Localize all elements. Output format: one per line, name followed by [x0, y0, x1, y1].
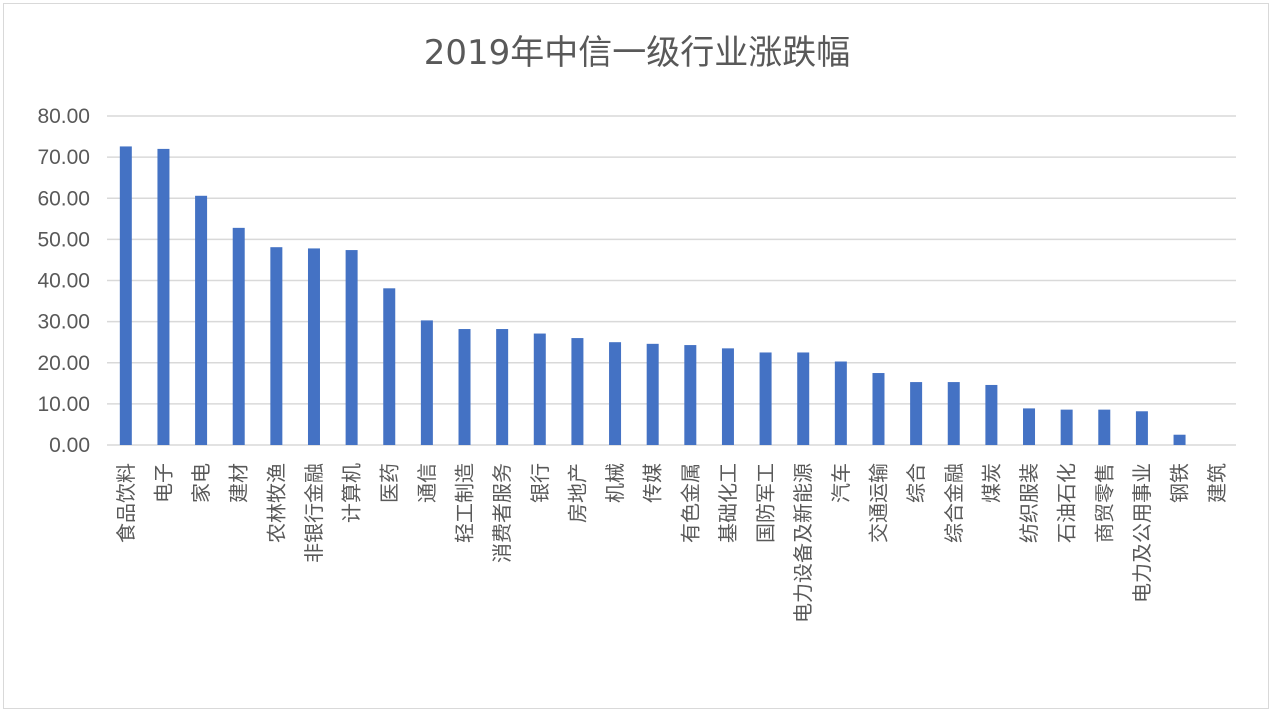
gridlines — [107, 115, 1236, 446]
x-category-label: 食品饮料 — [114, 463, 138, 543]
x-category-label: 交通运输 — [866, 463, 890, 543]
bars — [119, 146, 1186, 445]
bar — [1060, 409, 1073, 445]
x-category-label: 机械 — [603, 463, 627, 503]
y-tick-label: 0.00 — [49, 434, 90, 457]
x-category-label: 通信 — [415, 463, 439, 503]
x-category-label: 家电 — [189, 463, 213, 503]
bar — [1173, 434, 1186, 445]
x-category-label: 房地产 — [565, 463, 589, 523]
bar — [947, 382, 960, 445]
y-tick-label: 20.00 — [37, 352, 90, 375]
x-category-label: 医药 — [377, 463, 401, 503]
bar — [571, 338, 584, 445]
x-category-label: 消费者服务 — [490, 463, 514, 563]
y-tick-label: 40.00 — [37, 270, 90, 293]
x-category-label: 煤炭 — [979, 463, 1003, 503]
bar — [533, 333, 546, 445]
x-category-label: 非银行金融 — [302, 463, 326, 563]
x-category-label: 银行 — [528, 463, 552, 503]
y-tick-label: 30.00 — [37, 311, 90, 334]
x-category-label: 纺织服装 — [1017, 463, 1041, 543]
x-category-label: 轻工制造 — [453, 463, 477, 543]
x-category-label: 有色金属 — [678, 463, 702, 543]
bar — [797, 352, 810, 445]
bar — [609, 342, 622, 445]
x-category-label: 综合 — [904, 463, 928, 503]
y-tick-label: 80.00 — [37, 105, 90, 128]
chart-title: 2019年中信一级行业涨跌幅 — [424, 33, 851, 73]
x-category-label: 汽车 — [829, 463, 853, 503]
x-axis-category-labels: 食品饮料 电子 家电 建材 农林牧渔 非银行金融 计算机 医药 通信 轻工制造 消费者服务 银行 房地产… — [114, 463, 1229, 623]
bar — [420, 320, 433, 445]
bar — [759, 352, 772, 445]
x-category-label: 农林牧渔 — [264, 463, 288, 543]
y-tick-label: 10.00 — [37, 393, 90, 416]
x-category-label: 综合金融 — [942, 463, 966, 543]
y-tick-label: 70.00 — [37, 146, 90, 169]
x-category-label: 电力及公用事业 — [1130, 463, 1154, 603]
bar — [157, 148, 170, 445]
bar — [646, 343, 659, 445]
y-tick-label: 60.00 — [37, 187, 90, 210]
bar-chart: 2019年中信一级行业涨跌幅 0.00 10.00 20.00 30.00 40.00 5… — [37, 33, 1236, 623]
chart-frame: 2019年中信一级行业涨跌幅 0.00 10.00 20.00 30.00 40.00 5… — [3, 3, 1269, 709]
bar — [1135, 411, 1148, 445]
bar — [1098, 409, 1111, 445]
x-category-label: 建筑 — [1205, 463, 1229, 503]
x-category-label: 电子 — [151, 463, 175, 503]
bar — [985, 384, 998, 445]
bar — [910, 382, 923, 445]
x-category-label: 石油石化 — [1055, 463, 1079, 543]
x-category-label: 国防军工 — [754, 463, 778, 543]
bar — [458, 329, 471, 445]
x-category-label: 电力设备及新能源 — [791, 463, 815, 623]
x-category-label: 基础化工 — [716, 463, 740, 543]
bar — [119, 146, 132, 445]
bar — [195, 195, 208, 445]
bar — [345, 250, 358, 445]
bar — [1023, 408, 1036, 445]
bar — [270, 247, 283, 445]
y-axis-tick-labels: 0.00 10.00 20.00 30.00 40.00 50.00 60.00 70.00 8… — [37, 105, 90, 457]
bar — [721, 348, 734, 445]
x-category-label: 计算机 — [340, 463, 364, 523]
x-category-label: 商贸零售 — [1092, 463, 1116, 543]
bar — [383, 288, 396, 445]
bar — [232, 227, 245, 445]
x-category-label: 传媒 — [641, 463, 665, 503]
bar — [496, 329, 509, 445]
x-category-label: 钢铁 — [1168, 463, 1192, 503]
bar — [872, 373, 885, 445]
bar — [834, 361, 847, 445]
bar — [307, 248, 320, 445]
x-category-label: 建材 — [227, 463, 251, 503]
y-tick-label: 50.00 — [37, 228, 90, 251]
bar — [684, 345, 697, 445]
